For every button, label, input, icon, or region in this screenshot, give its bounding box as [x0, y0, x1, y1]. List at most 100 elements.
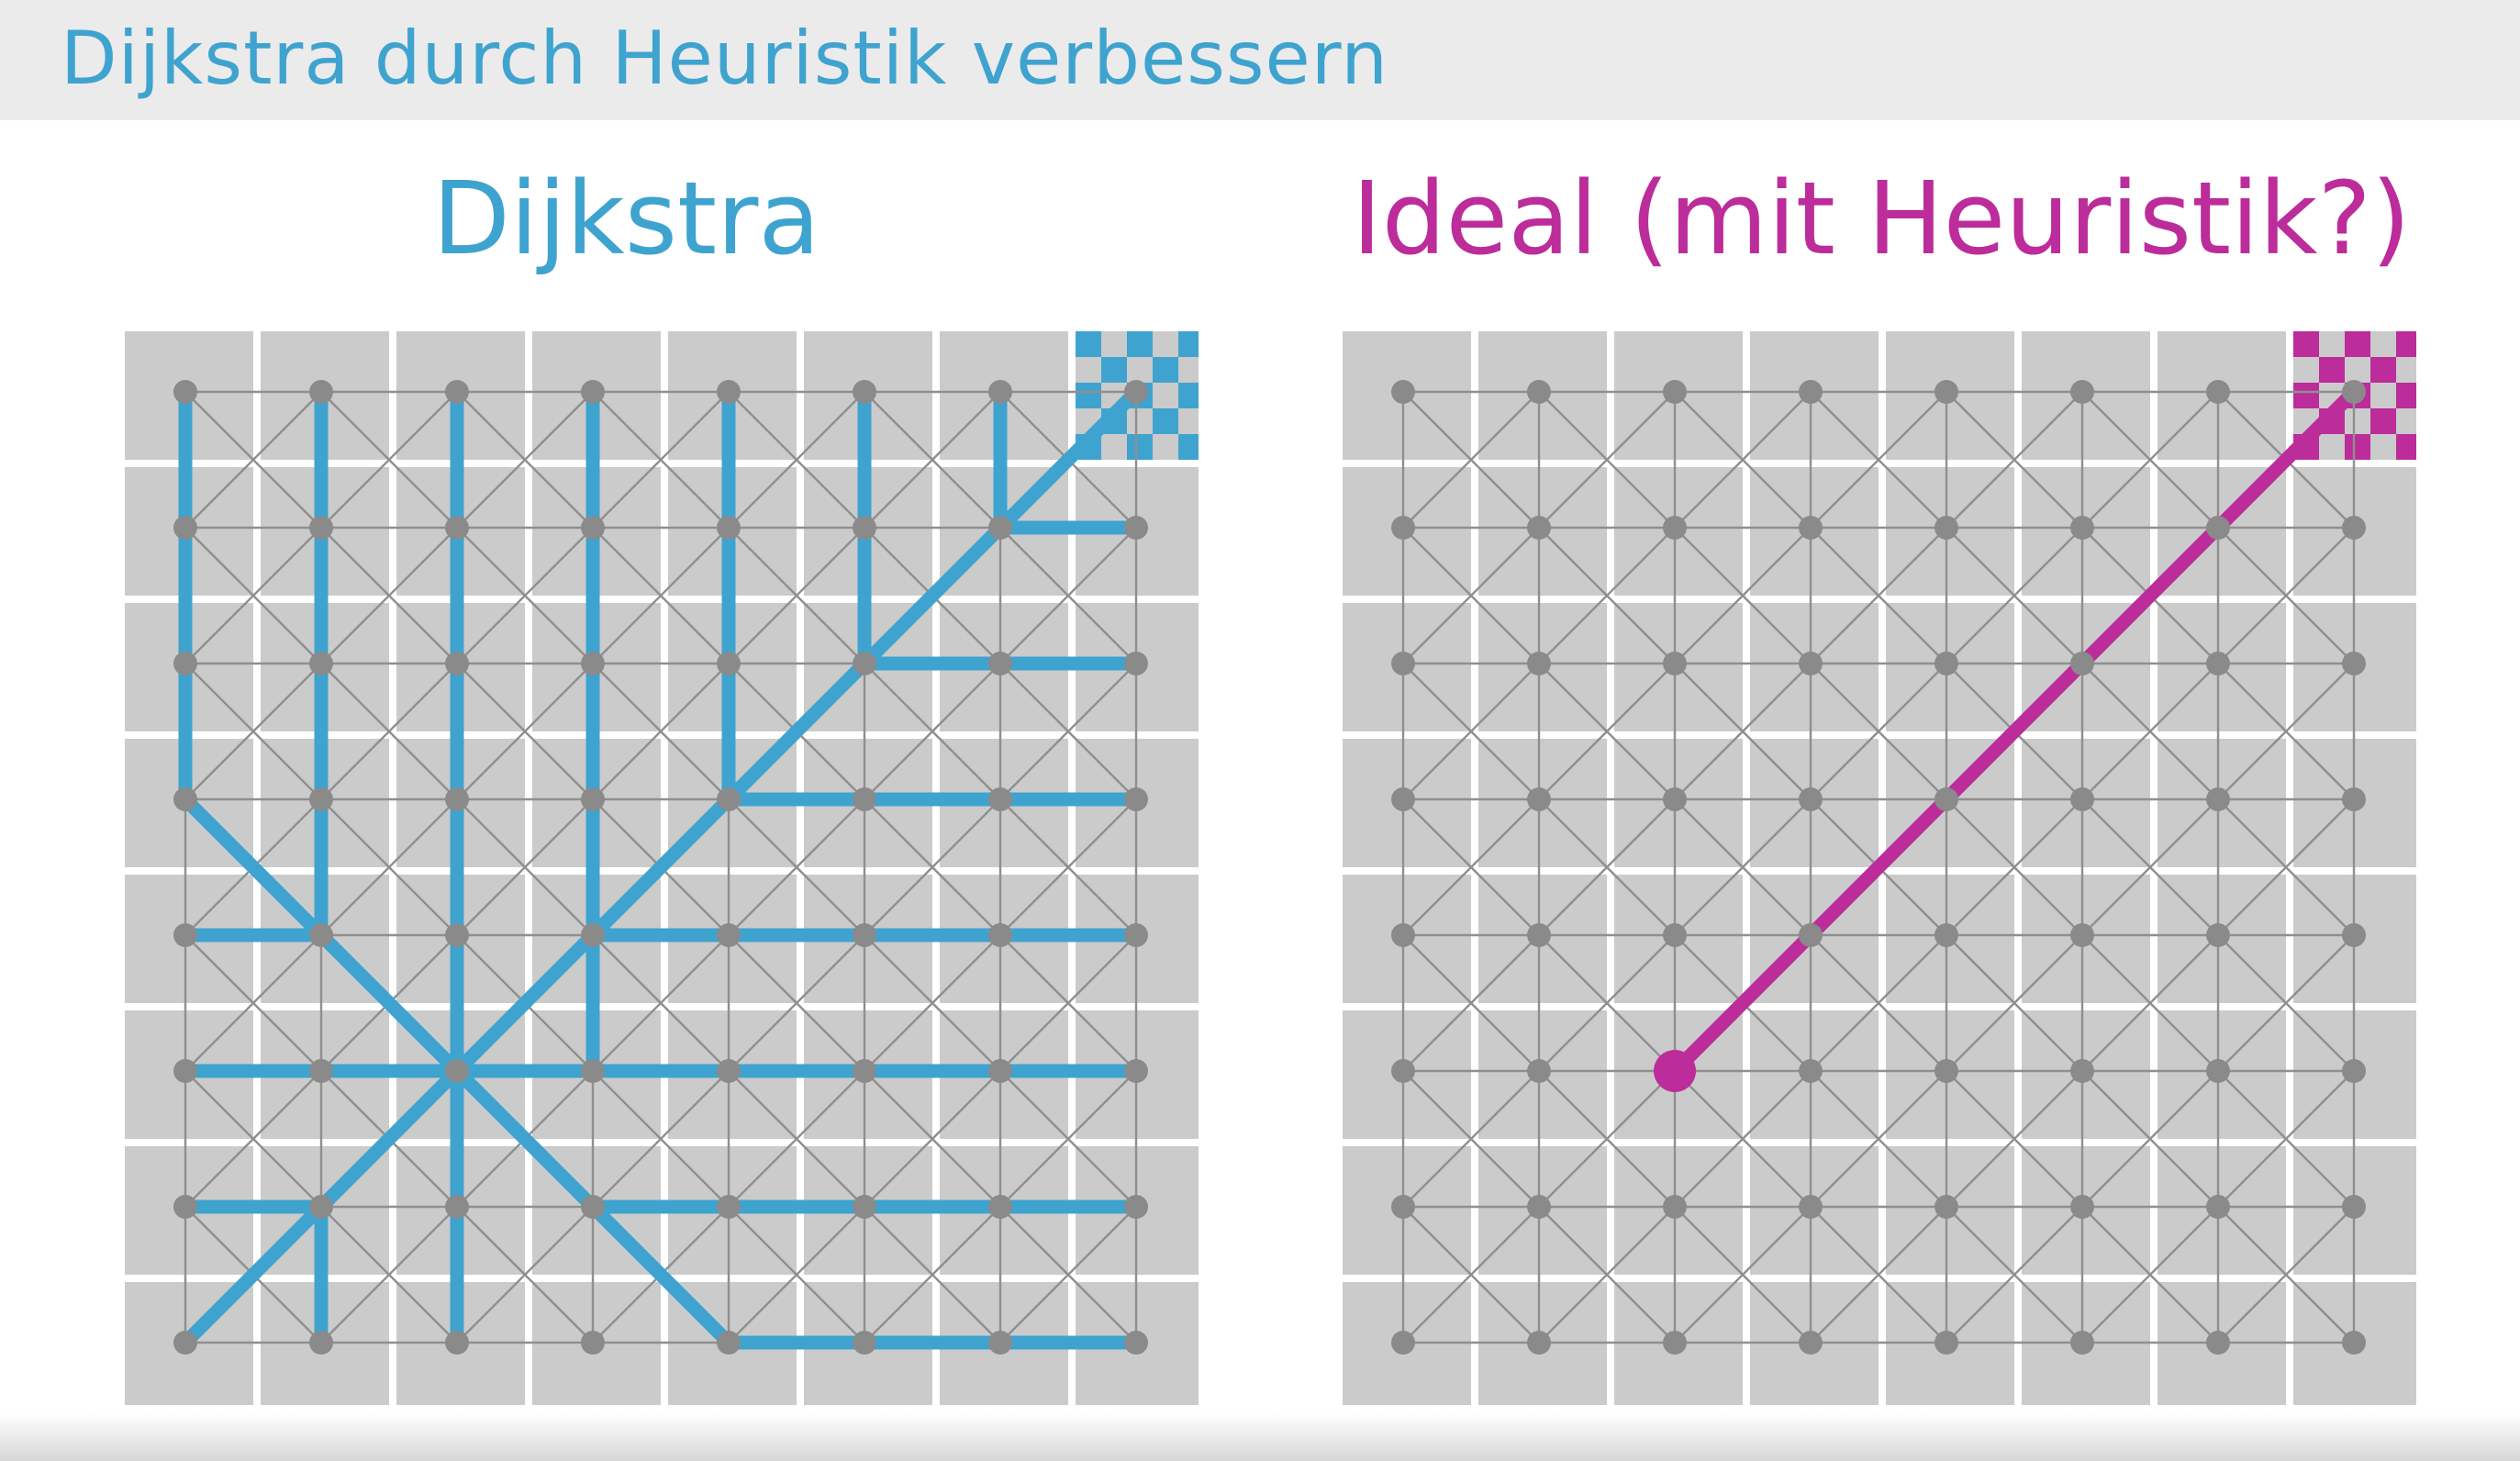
graph-node: [1391, 380, 1415, 404]
graph-node: [173, 1195, 197, 1219]
goal-square: [2319, 357, 2345, 383]
edge-diagonal: [1810, 1070, 1947, 1208]
graph-node: [2342, 923, 2366, 947]
graph-node: [2342, 787, 2366, 811]
edge-diagonal: [592, 934, 730, 1072]
graph-node: [1935, 1195, 1958, 1219]
graph-node: [2206, 516, 2230, 540]
graph-node: [717, 1195, 741, 1219]
graph-node: [173, 652, 197, 675]
graph-node: [1527, 1059, 1551, 1083]
edge-diagonal: [2217, 663, 2355, 800]
graph-node: [2206, 787, 2230, 811]
graph-node: [1527, 1195, 1551, 1219]
graph-node: [2070, 380, 2094, 404]
edge-diagonal: [2081, 663, 2219, 800]
graph-node: [1124, 652, 1148, 675]
graph-node: [1391, 516, 1415, 540]
graph-node: [309, 923, 333, 947]
edge-diagonal: [1674, 527, 1812, 664]
graph-node: [717, 1331, 741, 1355]
graph-node: [988, 516, 1012, 540]
edge-diagonal: [728, 1070, 865, 1208]
graph-node: [1935, 516, 1958, 540]
graph-node: [1799, 1059, 1823, 1083]
edge-diagonal: [1810, 527, 1947, 664]
graph-node: [1124, 1195, 1148, 1219]
edge-diagonal: [1402, 391, 1540, 529]
graph-node: [1527, 380, 1551, 404]
edge-diagonal: [1674, 663, 1812, 800]
graph-node: [1391, 1195, 1415, 1219]
graph-node: [2342, 1195, 2366, 1219]
graph-node: [2070, 923, 2094, 947]
bottom-shade: [0, 1413, 2520, 1461]
path-segment: [1667, 385, 2361, 1078]
graph-node: [309, 1195, 333, 1219]
goal-square: [2293, 331, 2319, 357]
edge-diagonal: [1674, 1206, 1812, 1344]
header-bar: Dijkstra durch Heuristik verbessern: [0, 0, 2520, 120]
graph-node: [1663, 380, 1687, 404]
graph-node: [1391, 652, 1415, 675]
graph-node: [717, 787, 741, 811]
edge-diagonal: [320, 391, 458, 529]
edge-diagonal: [864, 798, 1001, 936]
graph-node: [173, 923, 197, 947]
graph-node: [581, 1195, 605, 1219]
edge-diagonal: [1538, 798, 1676, 936]
edge-diagonal: [999, 934, 1137, 1072]
graph-node: [853, 380, 876, 404]
edge-diagonal: [456, 798, 594, 936]
edge-diagonal: [999, 527, 1137, 664]
goal-square: [2293, 383, 2319, 408]
edge-diagonal: [2217, 1070, 2355, 1208]
goal-square: [1178, 434, 1199, 460]
edge-diagonal: [1402, 663, 1540, 800]
slide-title: Dijkstra durch Heuristik verbessern: [61, 16, 1388, 101]
graph-node: [1663, 923, 1687, 947]
graph-node: [309, 787, 333, 811]
start-node: [1654, 1050, 1696, 1092]
graph-node: [2342, 1059, 2366, 1083]
graph-node: [1663, 1195, 1687, 1219]
graph-node: [988, 1195, 1012, 1219]
graph-node: [445, 516, 469, 540]
edge-diagonal: [2217, 527, 2355, 664]
edge-diagonal: [864, 1070, 1001, 1208]
goal-square: [1127, 331, 1153, 357]
graph-node: [1799, 380, 1823, 404]
goal-square: [2345, 331, 2370, 357]
graph-node: [853, 1331, 876, 1355]
graph-node: [2342, 380, 2366, 404]
graph-node: [1935, 1331, 1958, 1355]
edge-diagonal: [456, 663, 594, 800]
goal-square: [1153, 408, 1178, 434]
graph-node: [1391, 923, 1415, 947]
edge-diagonal: [1402, 527, 1540, 664]
edge-diagonal: [1402, 1070, 1540, 1208]
edge-diagonal: [1946, 934, 2083, 1072]
graph-node: [1663, 787, 1687, 811]
edge-diagonal: [2217, 1206, 2355, 1344]
goal-square: [1178, 383, 1199, 408]
graph-node: [1124, 1331, 1148, 1355]
graph-node: [1799, 1331, 1823, 1355]
edge-diagonal: [1946, 1070, 2083, 1208]
graph-node: [853, 516, 876, 540]
goal-square: [2396, 434, 2416, 460]
graph-node: [2206, 380, 2230, 404]
graph-node: [1527, 516, 1551, 540]
graph-node: [1527, 1331, 1551, 1355]
graph-node: [717, 923, 741, 947]
edge-diagonal: [1810, 934, 1947, 1072]
goal-square: [2345, 434, 2370, 460]
graph-node: [988, 923, 1012, 947]
edge-diagonal: [592, 663, 730, 800]
graph-node: [581, 516, 605, 540]
graph-node: [717, 1059, 741, 1083]
graph-node: [2206, 1195, 2230, 1219]
goal-square: [1178, 331, 1199, 357]
graph-node: [988, 1059, 1012, 1083]
graph-node: [2070, 1331, 2094, 1355]
